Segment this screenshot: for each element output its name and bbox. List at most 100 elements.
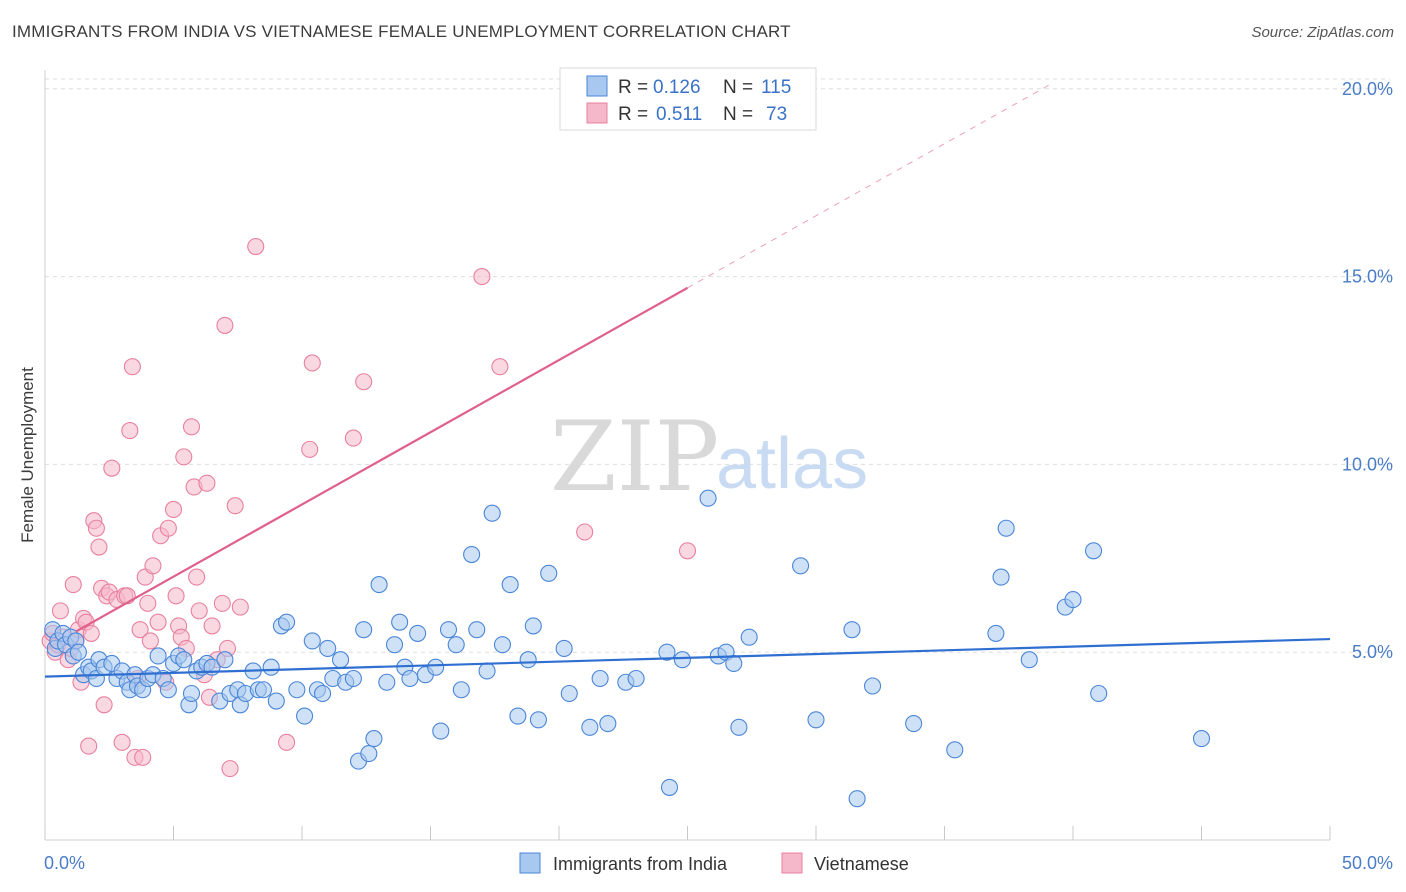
vietnamese-point	[198, 474, 216, 492]
bottom-legend-swatch-vietnamese	[781, 852, 803, 874]
grid-lines	[45, 78, 1390, 653]
india-point	[447, 636, 465, 654]
legend-n-label-vietnamese: N =	[723, 104, 753, 125]
vietnamese-point	[90, 538, 108, 556]
vietnamese-point	[121, 422, 139, 440]
india-point	[792, 557, 810, 575]
india-point	[1090, 684, 1108, 703]
india-point	[699, 489, 717, 507]
india-point	[149, 647, 167, 665]
x-tick-label-min: 0.0%	[44, 853, 85, 873]
india-point	[278, 613, 296, 631]
bottom-legend-swatch-india	[519, 852, 541, 874]
india-point	[524, 617, 542, 635]
india-point	[560, 684, 578, 703]
india-point	[378, 673, 396, 691]
india-point	[344, 669, 362, 688]
india-point	[69, 643, 87, 661]
vietnamese-point	[167, 587, 185, 605]
y-tick-label: 10.0%	[1342, 454, 1393, 474]
india-point	[555, 639, 573, 657]
india-point	[314, 684, 332, 703]
vietnamese-point	[301, 440, 319, 458]
india-point	[468, 621, 486, 639]
india-point	[848, 790, 866, 808]
vietnamese-point	[221, 760, 239, 778]
y-tick-label: 5.0%	[1352, 642, 1393, 662]
india-point	[303, 632, 321, 650]
india-point	[660, 778, 679, 796]
x-axis-ticks	[44, 826, 1331, 840]
india-point	[319, 639, 337, 657]
vietnamese-point	[491, 358, 509, 376]
legend-n-value-india: 115	[761, 77, 791, 98]
vietnamese-point	[144, 557, 162, 575]
india-point	[501, 576, 519, 594]
correlation-legend: R = 0.126 N = 115 R = 0.511 N = 73	[559, 67, 817, 131]
india-point	[401, 669, 419, 688]
y-axis-label: Female Unemployment	[18, 367, 37, 543]
india-point	[946, 741, 964, 759]
vietnamese-point	[473, 268, 491, 286]
legend-n-label-india: N =	[723, 77, 753, 98]
vietnamese-point	[113, 733, 131, 751]
vietnamese-point	[190, 602, 208, 620]
vietnamese-point	[141, 632, 159, 650]
legend-swatch-india	[586, 75, 608, 97]
vietnamese-point	[231, 598, 249, 616]
india-point	[529, 711, 547, 729]
india-point	[1064, 591, 1082, 609]
y-axis-tick-labels: 5.0% 10.0% 15.0% 20.0%	[1342, 79, 1393, 662]
series-legend: Immigrants from India Vietnamese	[519, 852, 909, 874]
india-point	[627, 669, 645, 688]
india-point	[591, 669, 609, 688]
vietnamese-point	[678, 542, 697, 560]
vietnamese-point	[139, 594, 157, 612]
legend-n-value-vietnamese: 73	[766, 104, 787, 125]
india-point	[254, 681, 273, 699]
legend-r-label-india: R =	[618, 77, 648, 98]
india-point	[905, 715, 923, 733]
y-tick-label: 15.0%	[1342, 267, 1393, 287]
india-point	[1020, 651, 1038, 669]
vietnamese-point	[355, 373, 373, 391]
source-label: Source: ZipAtlas.com	[1251, 24, 1394, 41]
india-point	[730, 718, 748, 736]
vietnamese-point	[134, 748, 152, 766]
india-point	[987, 624, 1005, 642]
vietnamese-point	[213, 594, 231, 612]
vietnamese-point	[131, 621, 149, 639]
india-point	[540, 564, 558, 582]
india-point	[452, 681, 470, 699]
y-tick-label: 20.0%	[1342, 79, 1393, 99]
india-point	[1085, 542, 1103, 560]
india-point	[519, 651, 537, 669]
bottom-legend-india: Immigrants from India	[553, 854, 728, 874]
india-point	[740, 628, 758, 646]
india-point	[296, 707, 314, 725]
vietnamese-point	[51, 602, 69, 620]
india-point	[509, 707, 527, 725]
india-point	[997, 519, 1015, 537]
trend-lines	[44, 82, 1331, 678]
india-point	[391, 613, 409, 631]
india-point	[658, 643, 676, 661]
india-point	[331, 651, 350, 669]
vietnamese-point	[216, 316, 234, 334]
watermark-atlas: atlas	[716, 424, 868, 504]
vietnamese-point	[82, 624, 100, 642]
bottom-legend-vietnamese: Vietnamese	[814, 854, 909, 874]
vietnamese-point	[123, 358, 141, 376]
india-point	[581, 718, 599, 736]
india-point	[478, 662, 496, 680]
vietnamese-point	[149, 613, 167, 631]
vietnamese-point	[64, 576, 82, 594]
legend-swatch-vietnamese	[586, 102, 608, 124]
vietnamese-point	[278, 733, 296, 751]
india-point	[355, 621, 373, 639]
vietnamese-point	[95, 696, 113, 714]
india-point	[863, 677, 882, 695]
india-point	[262, 658, 280, 676]
legend-r-value-india: 0.126	[653, 77, 701, 98]
